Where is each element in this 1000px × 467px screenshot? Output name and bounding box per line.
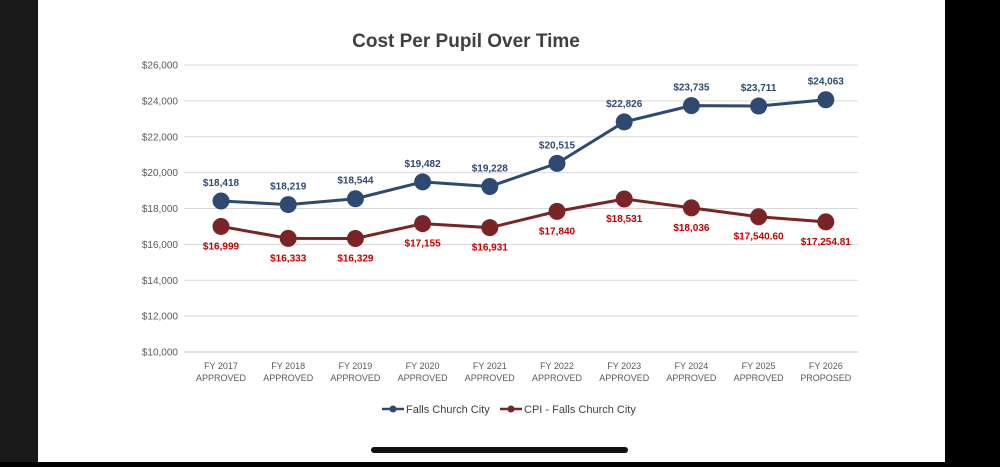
- x-tick-label-line2: APPROVED: [330, 373, 381, 383]
- data-label: $23,711: [741, 83, 777, 94]
- chart-title: Cost Per Pupil Over Time: [352, 31, 580, 52]
- legend-swatch-marker: [389, 405, 397, 413]
- data-point-marker: [414, 173, 432, 191]
- data-point-marker: [548, 154, 566, 172]
- y-tick-label: $20,000: [142, 168, 179, 179]
- x-tick-label-line2: APPROVED: [734, 373, 785, 383]
- data-point-marker: [481, 177, 499, 195]
- data-label: $16,333: [270, 253, 307, 264]
- data-point-marker: [615, 113, 633, 131]
- x-tick-label-line1: FY 2020: [406, 361, 440, 371]
- data-label: $16,931: [472, 243, 509, 254]
- x-tick-label-line2: APPROVED: [196, 373, 247, 383]
- data-point-marker: [682, 199, 700, 217]
- x-tick-label-line1: FY 2025: [742, 361, 776, 371]
- y-tick-label: $26,000: [142, 61, 179, 72]
- right-screen-edge: [945, 0, 1000, 462]
- x-tick-label-line2: APPROVED: [465, 373, 516, 383]
- x-tick-label-line1: FY 2023: [607, 361, 641, 371]
- data-point-marker: [682, 97, 700, 115]
- data-label: $22,826: [606, 99, 643, 110]
- home-indicator-bar[interactable]: [371, 447, 628, 453]
- data-point-marker: [548, 202, 566, 220]
- y-tick-label: $12,000: [142, 312, 179, 323]
- data-label: $24,063: [808, 77, 845, 88]
- data-label: $17,155: [405, 239, 442, 250]
- y-tick-label: $18,000: [142, 204, 179, 215]
- data-point-marker: [212, 217, 230, 235]
- data-point-marker: [346, 190, 364, 208]
- series-line-1: [220, 197, 826, 240]
- data-point-marker: [817, 91, 835, 109]
- data-label: $18,418: [203, 178, 240, 189]
- data-label: $17,840: [539, 226, 576, 237]
- legend-label: Falls Church City: [406, 404, 490, 416]
- x-tick-label-line2: PROPOSED: [800, 373, 852, 383]
- data-point-marker: [279, 229, 297, 247]
- data-point-marker: [750, 208, 768, 226]
- x-tick-label-line1: FY 2017: [204, 361, 238, 371]
- legend-label: CPI - Falls Church City: [524, 404, 636, 416]
- cost-per-pupil-chart: Cost Per Pupil Over Time $10,000 $12,000 $…: [142, 31, 858, 416]
- x-tick-label-line2: APPROVED: [666, 373, 717, 383]
- x-tick-label-line1: FY 2024: [674, 361, 708, 371]
- data-point-marker: [414, 215, 432, 233]
- data-point-marker: [481, 219, 499, 237]
- data-label: $16,999: [203, 241, 240, 252]
- y-tick-label: $24,000: [142, 96, 179, 107]
- data-point-marker: [615, 190, 633, 208]
- x-tick-label-line1: FY 2018: [271, 361, 305, 371]
- data-label: $17,540.60: [734, 232, 784, 243]
- series-line-0: [220, 98, 826, 207]
- data-label: $20,515: [539, 140, 576, 151]
- left-screen-edge: [0, 0, 38, 462]
- x-tick-label-line2: APPROVED: [263, 373, 314, 383]
- y-tick-label: $10,000: [142, 348, 179, 359]
- x-tick-label-line2: APPROVED: [599, 373, 650, 383]
- y-tick-label: $14,000: [142, 276, 179, 287]
- legend-swatch-marker: [507, 405, 515, 413]
- data-label: $16,329: [337, 253, 374, 264]
- data-label: $18,544: [337, 176, 374, 187]
- y-tick-label: $22,000: [142, 132, 179, 143]
- data-label: $17,254.81: [801, 237, 851, 248]
- x-tick-label-line2: APPROVED: [398, 373, 449, 383]
- data-point-marker: [817, 213, 835, 231]
- data-label: $18,036: [673, 223, 710, 234]
- x-tick-label-line1: FY 2026: [809, 361, 843, 371]
- y-tick-label: $16,000: [142, 240, 179, 251]
- data-label: $18,219: [270, 182, 307, 193]
- data-label: $23,735: [673, 83, 710, 94]
- x-tick-label-line1: FY 2019: [338, 361, 372, 371]
- x-tick-label-line1: FY 2021: [473, 361, 507, 371]
- x-tick-label-line2: APPROVED: [532, 373, 583, 383]
- data-label: $19,228: [472, 163, 509, 174]
- data-point-marker: [346, 229, 364, 247]
- document-page: Cost Per Pupil Over Time $10,000 $12,000 $…: [38, 0, 945, 462]
- data-point-marker: [279, 196, 297, 214]
- data-point-marker: [212, 192, 230, 210]
- data-point-marker: [750, 97, 768, 115]
- data-label: $19,482: [405, 159, 442, 170]
- x-tick-label-line1: FY 2022: [540, 361, 574, 371]
- data-label: $18,531: [606, 214, 643, 225]
